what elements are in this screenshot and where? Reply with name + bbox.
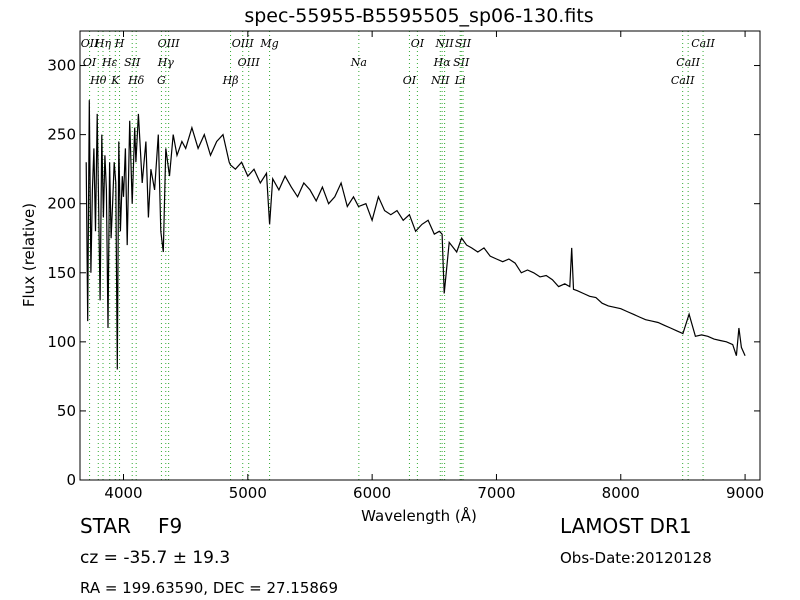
x-tick-label: 9000 (726, 484, 764, 502)
line-label: Hη (94, 37, 112, 50)
y-tick-label: 200 (47, 195, 76, 213)
axis-ticks: 4000 5000 6000 7000 8000 9000 0 50 100 150 200 250 3… (47, 31, 764, 502)
line-label: Hβ (222, 74, 239, 87)
line-label: NII (430, 74, 450, 87)
line-label: K (110, 74, 120, 87)
coords-label: RA = 199.63590, DEC = 27.15869 (80, 579, 339, 597)
survey-label: LAMOST DR1 (560, 514, 692, 538)
line-label: OI (83, 56, 97, 69)
x-tick-label: 4000 (104, 484, 142, 502)
line-label: Hδ (127, 74, 145, 87)
line-label: CaII (671, 74, 695, 87)
line-label: Hγ (157, 56, 175, 69)
line-label: Mg (259, 37, 278, 50)
line-label: OIII (158, 37, 181, 50)
line-label: Hα (433, 56, 452, 69)
y-axis-label: Flux (relative) (20, 203, 38, 307)
line-label: Hε (101, 56, 118, 69)
x-tick-label: 8000 (602, 484, 640, 502)
y-tick-label: 50 (57, 402, 76, 420)
line-label: Hθ (89, 74, 107, 87)
line-label: Na (350, 56, 367, 69)
chart-title: spec-55955-B5595505_sp06-130.fits (244, 5, 593, 27)
y-tick-label: 250 (47, 126, 76, 144)
line-annotation-layer: OII OI Hθ Hη Hε K H SII Hδ OIII Hγ G OIII OIII Hβ Mg Na O… (81, 31, 716, 480)
y-tick-label: 150 (47, 264, 76, 282)
y-tick-label: 0 (66, 471, 76, 489)
line-label: OI (411, 37, 425, 50)
data-layer (85, 100, 746, 370)
line-label: OII (81, 37, 99, 50)
line-label: Li (454, 74, 466, 87)
redshift-label: cz = -35.7 ± 19.3 (80, 548, 231, 568)
line-label: SII (453, 56, 470, 69)
line-label: H (114, 37, 125, 50)
line-label: NII (434, 37, 454, 50)
x-axis-label: Wavelength (Å) (361, 506, 477, 525)
line-label: OIII (238, 56, 261, 69)
line-label: SII (124, 56, 141, 69)
series-line (85, 100, 746, 370)
line-label: OIII (232, 37, 255, 50)
obs-date-label: Obs-Date:20120128 (560, 549, 712, 567)
line-label: OI (403, 74, 417, 87)
x-tick-label: 6000 (353, 484, 391, 502)
line-label: CaII (676, 56, 700, 69)
class-label: STAR (80, 514, 131, 538)
line-label: CaII (691, 37, 715, 50)
plot-frame (79, 30, 761, 481)
x-tick-label: 5000 (229, 484, 267, 502)
subclass-label: F9 (158, 514, 183, 538)
line-label: SII (455, 37, 472, 50)
line-label: G (157, 74, 166, 87)
y-tick-label: 100 (47, 333, 76, 351)
x-tick-label: 7000 (477, 484, 515, 502)
y-tick-label: 300 (47, 57, 76, 75)
